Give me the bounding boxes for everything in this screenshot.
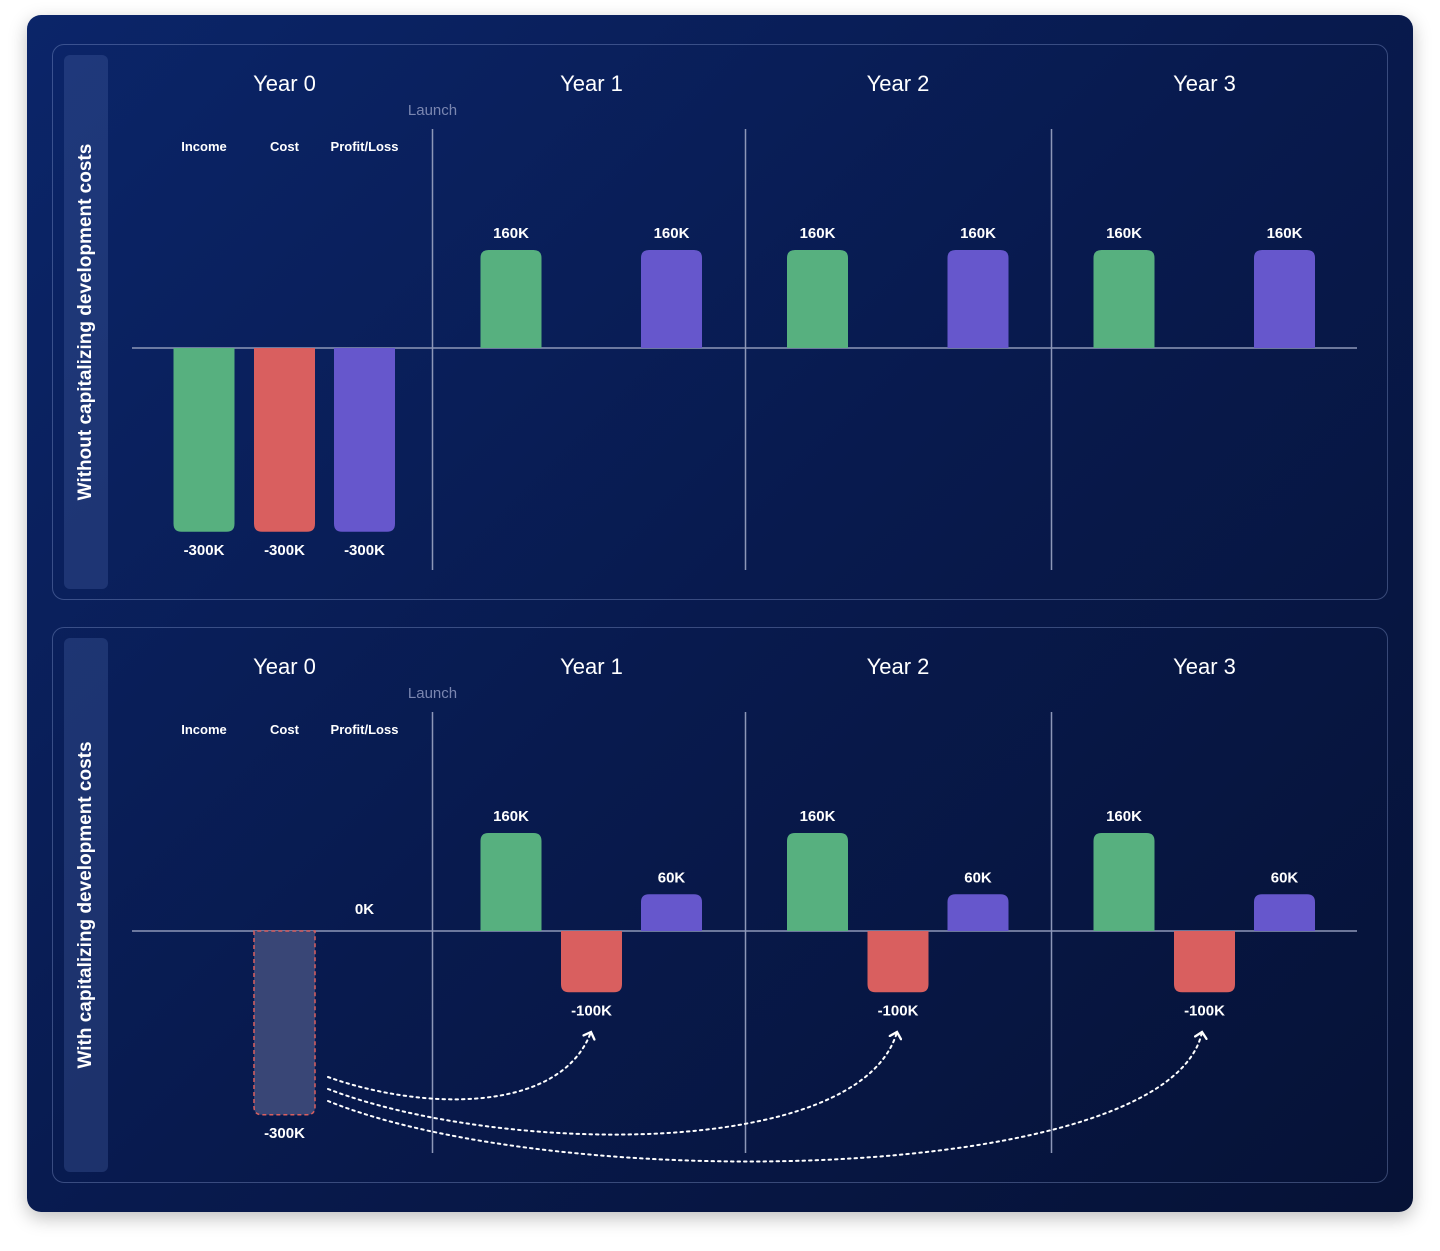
panel-without-capitalizing: Without capitalizing development costs (52, 44, 1388, 600)
panel-with-capitalizing: With capitalizing development costs (52, 627, 1388, 1183)
panel-title: Without capitalizing development costs (75, 143, 96, 501)
panel-side-label: Without capitalizing development costs (64, 55, 108, 589)
panel-side-label: With capitalizing development costs (64, 638, 108, 1172)
panel-title: With capitalizing development costs (75, 741, 96, 1069)
